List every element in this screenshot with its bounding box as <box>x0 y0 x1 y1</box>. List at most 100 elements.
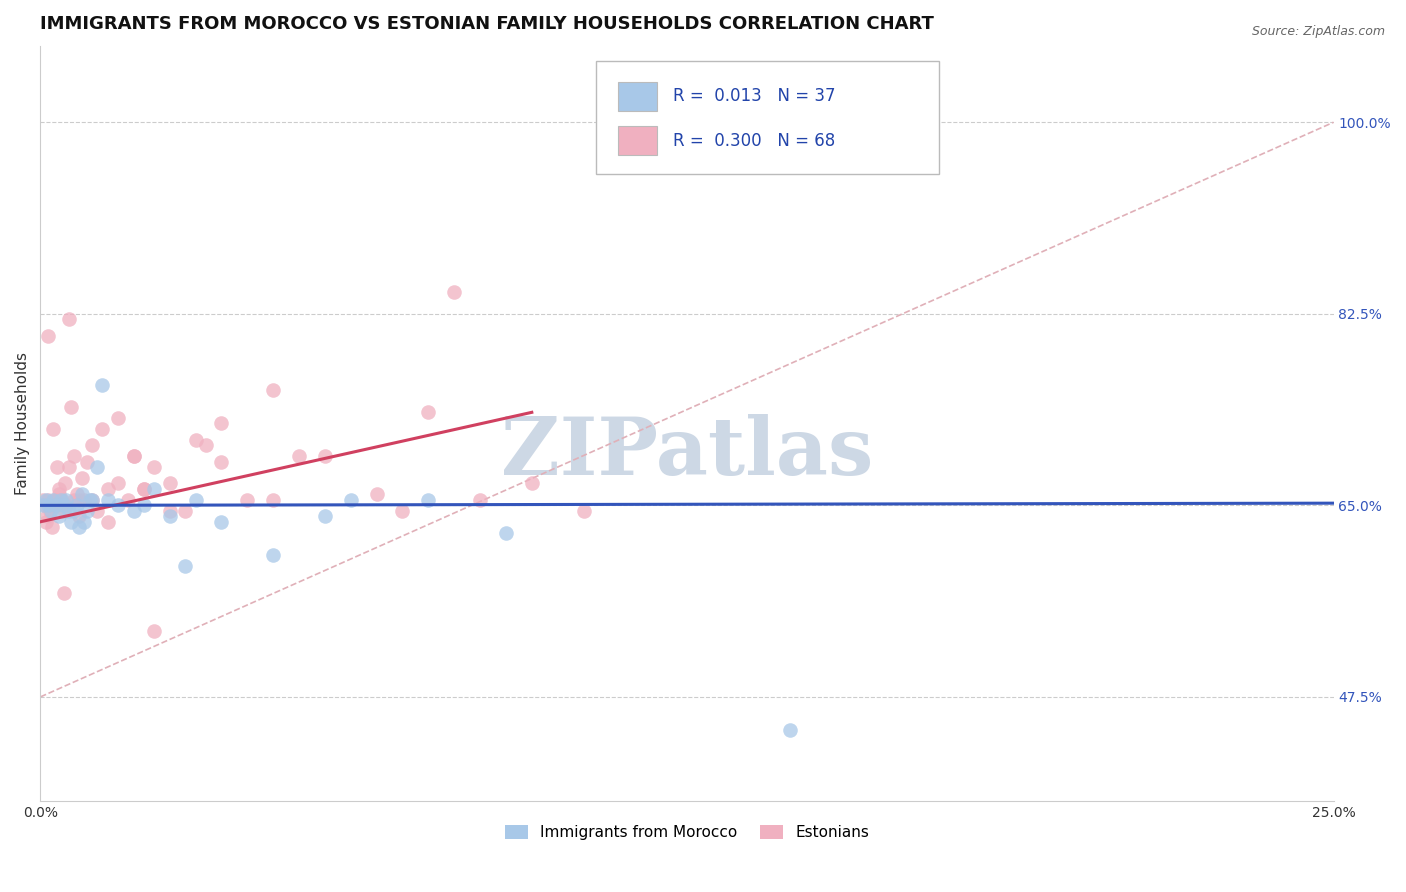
Point <box>91 422 114 436</box>
Point <box>236 492 259 507</box>
Point <box>58 312 80 326</box>
Point <box>339 492 361 507</box>
Point <box>38 504 60 518</box>
Point <box>48 482 70 496</box>
Point <box>82 492 104 507</box>
Point <box>143 482 166 496</box>
Point <box>76 504 98 518</box>
Point <box>37 499 59 513</box>
Point <box>39 499 62 513</box>
Point <box>97 482 120 496</box>
Point <box>45 499 67 513</box>
Legend: Immigrants from Morocco, Estonians: Immigrants from Morocco, Estonians <box>499 819 876 847</box>
Point <box>35 509 58 524</box>
Point <box>67 509 90 524</box>
Point <box>97 515 120 529</box>
Point <box>63 449 86 463</box>
Point <box>37 328 59 343</box>
Point <box>107 410 129 425</box>
Point <box>37 492 59 507</box>
Point <box>52 504 75 518</box>
Point <box>468 492 491 507</box>
Point <box>86 460 108 475</box>
Point <box>572 504 595 518</box>
Point <box>76 454 98 468</box>
Point <box>32 492 55 507</box>
Point <box>34 499 56 513</box>
Point <box>86 504 108 518</box>
Point <box>52 499 75 513</box>
Point <box>58 460 80 475</box>
Point <box>73 492 96 507</box>
Point <box>65 499 87 513</box>
Point <box>67 492 90 507</box>
Text: IMMIGRANTS FROM MOROCCO VS ESTONIAN FAMILY HOUSEHOLDS CORRELATION CHART: IMMIGRANTS FROM MOROCCO VS ESTONIAN FAMI… <box>41 15 935 33</box>
Point <box>42 499 65 513</box>
Text: ZIPatlas: ZIPatlas <box>501 415 873 492</box>
Point <box>107 499 129 513</box>
Point <box>211 417 233 431</box>
Point <box>117 492 139 507</box>
Point <box>184 492 207 507</box>
Point <box>91 378 114 392</box>
Point <box>159 504 181 518</box>
Point <box>174 558 197 573</box>
Point <box>288 449 311 463</box>
Point <box>122 449 145 463</box>
Point <box>51 492 73 507</box>
Point <box>63 492 86 507</box>
Point <box>53 476 76 491</box>
Point <box>39 504 62 518</box>
Point <box>174 504 197 518</box>
FancyBboxPatch shape <box>619 82 657 111</box>
Point <box>49 492 72 507</box>
Point <box>314 509 336 524</box>
FancyBboxPatch shape <box>619 127 657 155</box>
Point <box>82 492 104 507</box>
FancyBboxPatch shape <box>596 61 939 174</box>
Point <box>97 492 120 507</box>
Text: Source: ZipAtlas.com: Source: ZipAtlas.com <box>1251 25 1385 38</box>
Point <box>55 492 77 507</box>
Point <box>70 487 93 501</box>
Point <box>65 487 87 501</box>
Point <box>211 454 233 468</box>
Point <box>32 499 55 513</box>
Point <box>34 492 56 507</box>
Point <box>52 586 75 600</box>
Point <box>48 509 70 524</box>
Point <box>42 492 65 507</box>
Point <box>211 515 233 529</box>
Point <box>46 460 69 475</box>
Point <box>49 499 72 513</box>
Point <box>262 548 284 562</box>
Point <box>44 492 66 507</box>
Point <box>418 492 440 507</box>
Point <box>45 492 67 507</box>
Point <box>67 520 90 534</box>
Point <box>159 509 181 524</box>
Point <box>132 499 155 513</box>
Point <box>49 492 72 507</box>
Point <box>48 487 70 501</box>
Point <box>70 471 93 485</box>
Point <box>42 422 65 436</box>
Y-axis label: Family Households: Family Households <box>15 351 30 495</box>
Point <box>60 515 83 529</box>
Point <box>58 504 80 518</box>
Point <box>495 525 517 540</box>
Point <box>55 499 77 513</box>
Point <box>779 723 801 737</box>
Point <box>122 504 145 518</box>
Point <box>262 492 284 507</box>
Point <box>132 482 155 496</box>
Point <box>391 504 413 518</box>
Point <box>34 515 56 529</box>
Point <box>443 285 465 299</box>
Point <box>63 504 86 518</box>
Point <box>41 520 63 534</box>
Point <box>366 487 388 501</box>
Point <box>159 476 181 491</box>
Point <box>194 438 217 452</box>
Point <box>73 515 96 529</box>
